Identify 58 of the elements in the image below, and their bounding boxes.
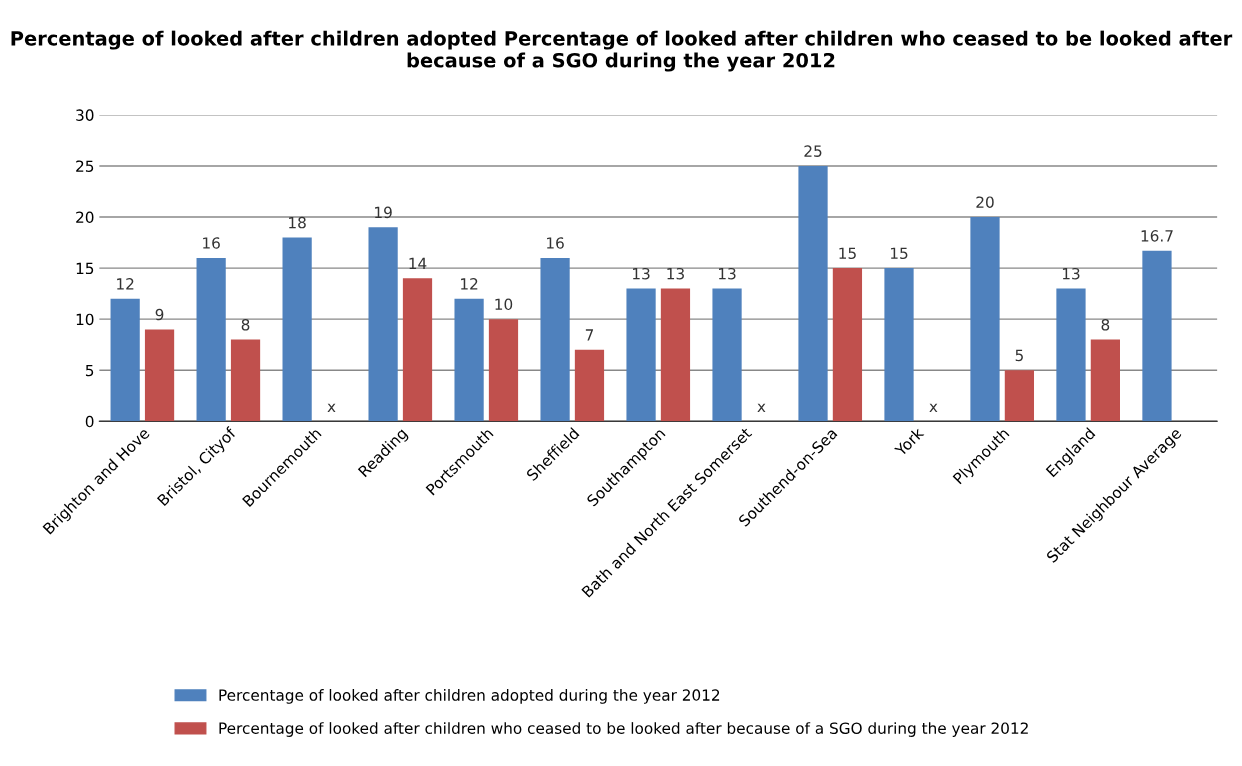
bar (1004, 370, 1035, 422)
bar (626, 288, 656, 422)
data-label: 10 (495, 298, 513, 311)
bar (488, 319, 519, 422)
bar (454, 298, 484, 422)
data-label: 5 (1015, 349, 1023, 362)
text: x (929, 403, 938, 412)
data-label: 20 (976, 196, 994, 208)
bar (660, 288, 691, 422)
data-label: 16.7 (1141, 230, 1173, 242)
data-label: 13 (667, 267, 684, 280)
data-label: 12 (461, 278, 478, 290)
bar (110, 298, 140, 422)
y-tick-label: 15 (76, 262, 94, 275)
legend-label: Percentage of looked after children who ceased to be looked after because of a SGO during the year 2012 (219, 722, 1028, 737)
data-label: 12 (117, 278, 134, 290)
bar (884, 268, 914, 422)
data-label: 16 (547, 237, 564, 249)
data-label: 7 (585, 329, 594, 341)
data-label: 19 (375, 206, 392, 219)
bar (402, 278, 433, 422)
y-tick-label: 10 (76, 313, 94, 326)
data-label: 8 (1101, 318, 1110, 331)
bar (1056, 288, 1086, 422)
y-tick-label: 0 (85, 415, 94, 428)
bar (540, 257, 570, 422)
data-label: 16 (203, 237, 220, 249)
data-label: 13 (633, 267, 650, 280)
bar (368, 227, 398, 422)
text: x (757, 403, 766, 412)
bar (1142, 250, 1172, 422)
y-tick-label: 5 (85, 364, 94, 377)
bar (970, 217, 1000, 422)
data-label: 8 (241, 318, 250, 331)
y-tick-label: 20 (76, 211, 94, 224)
bar (196, 257, 226, 422)
chart-title: Percentage of looked after children adopted Percentage of looked after children who ceased to be looked after because of a SGO during the year 2012 (11, 30, 1233, 72)
data-label: 18 (289, 216, 306, 229)
y-tick-label: 30 (76, 109, 94, 121)
bar (282, 237, 312, 422)
data-label: 14 (409, 257, 427, 270)
bar (798, 165, 828, 422)
data-label: 13 (1062, 267, 1080, 280)
bar (230, 339, 261, 422)
data-label: 9 (155, 308, 164, 321)
bar (144, 329, 175, 422)
y-tick-label: 25 (76, 160, 94, 172)
bar (832, 268, 863, 422)
data-label: 25 (804, 145, 822, 157)
data-label: 15 (890, 247, 908, 260)
x-tick-label: York (893, 426, 925, 458)
legend-label: Percentage of looked after children adopted during the year 2012 (219, 689, 720, 704)
bar (712, 288, 742, 422)
bar (1090, 339, 1120, 422)
bar (574, 349, 605, 422)
text: x (327, 403, 336, 412)
data-label: 15 (839, 247, 856, 260)
data-label: 13 (719, 267, 736, 280)
